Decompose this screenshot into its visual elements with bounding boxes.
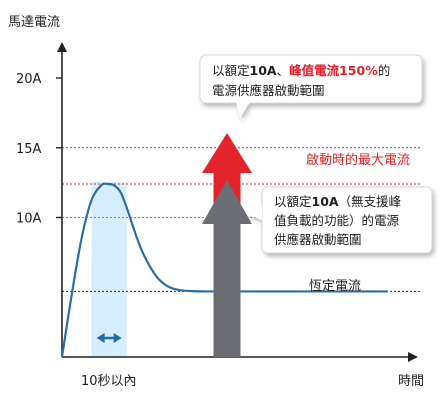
gray-callout-line: 供應器啟動範圍 (274, 232, 362, 247)
red-callout-box (199, 54, 423, 104)
y-tick-label: 15A (16, 142, 42, 157)
red-callout-line: 以額定10A、峰值電流150%的 (212, 63, 390, 78)
window-double-arrow (96, 333, 122, 343)
gray-callout-line: 以額定10A（無支援峰 (274, 194, 402, 209)
gray-rated-arrow (202, 180, 252, 357)
constant-current-label: 恆定電流 (309, 279, 361, 294)
gray-callout-tail (246, 205, 262, 220)
red-callout-tail (236, 102, 250, 118)
y-axis-label: 馬達電流 (8, 15, 60, 30)
window-arrow-left-head (96, 333, 105, 343)
y-tick-label: 20A (16, 72, 42, 87)
y-axis-arrowhead (57, 42, 67, 52)
red-callout-line: 電源供應器啟動範圍 (212, 83, 325, 98)
x-axis-label: 時間 (398, 374, 424, 389)
x-axis-arrowhead (408, 352, 418, 362)
ten-second-window-band (91, 182, 127, 357)
window-arrow-right-head (113, 333, 122, 343)
max-current-label: 啟動時的最大電流 (306, 152, 410, 168)
window-annotation: 10秒以內 (81, 374, 137, 389)
y-tick-label: 10A (16, 212, 42, 227)
gray-callout-line: 值負載的功能）的電源 (274, 213, 400, 228)
gray-arrow-shape (202, 180, 252, 357)
